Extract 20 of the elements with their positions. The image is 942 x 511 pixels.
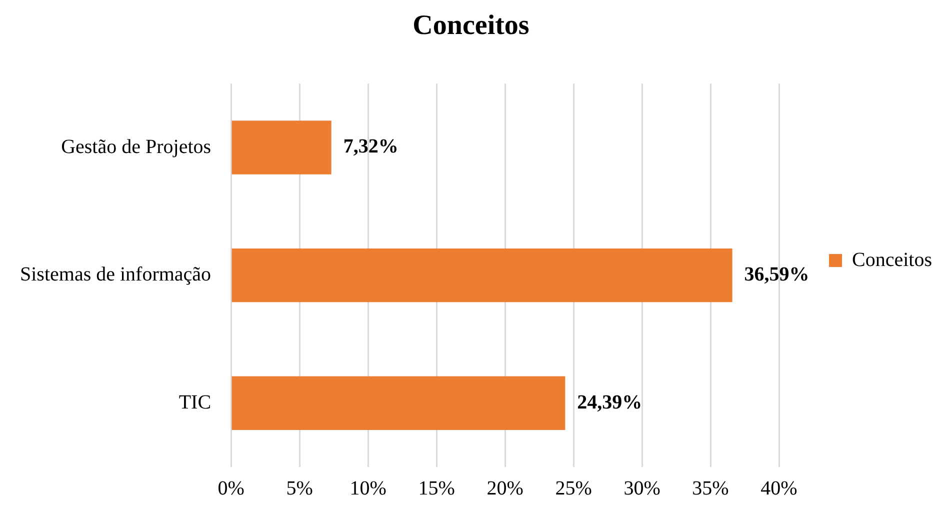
x-tick-label: 20% bbox=[486, 477, 524, 500]
bar bbox=[232, 120, 332, 174]
x-tick-label: 35% bbox=[692, 477, 729, 500]
data-label: 36,59% bbox=[744, 263, 810, 286]
x-tick-label: 30% bbox=[624, 477, 660, 500]
x-tick-label: 5% bbox=[286, 477, 313, 500]
y-tick-label: TIC bbox=[178, 391, 212, 414]
data-label: 7,32% bbox=[343, 136, 398, 158]
bar bbox=[232, 376, 566, 430]
legend-label: Conceitos bbox=[852, 248, 932, 271]
chart-title: Conceitos bbox=[412, 10, 530, 42]
x-tick-label: 40% bbox=[760, 477, 798, 500]
bar bbox=[232, 248, 732, 302]
x-tick-label: 0% bbox=[218, 477, 244, 500]
data-label: 24,39% bbox=[577, 391, 642, 414]
y-tick-label: Gestão de Projetos bbox=[61, 136, 212, 158]
x-tick-label: 15% bbox=[418, 477, 455, 500]
y-tick-label: Sistemas de informação bbox=[20, 264, 212, 286]
x-tick-label: 25% bbox=[555, 477, 592, 500]
x-tick-label: 10% bbox=[350, 477, 386, 500]
